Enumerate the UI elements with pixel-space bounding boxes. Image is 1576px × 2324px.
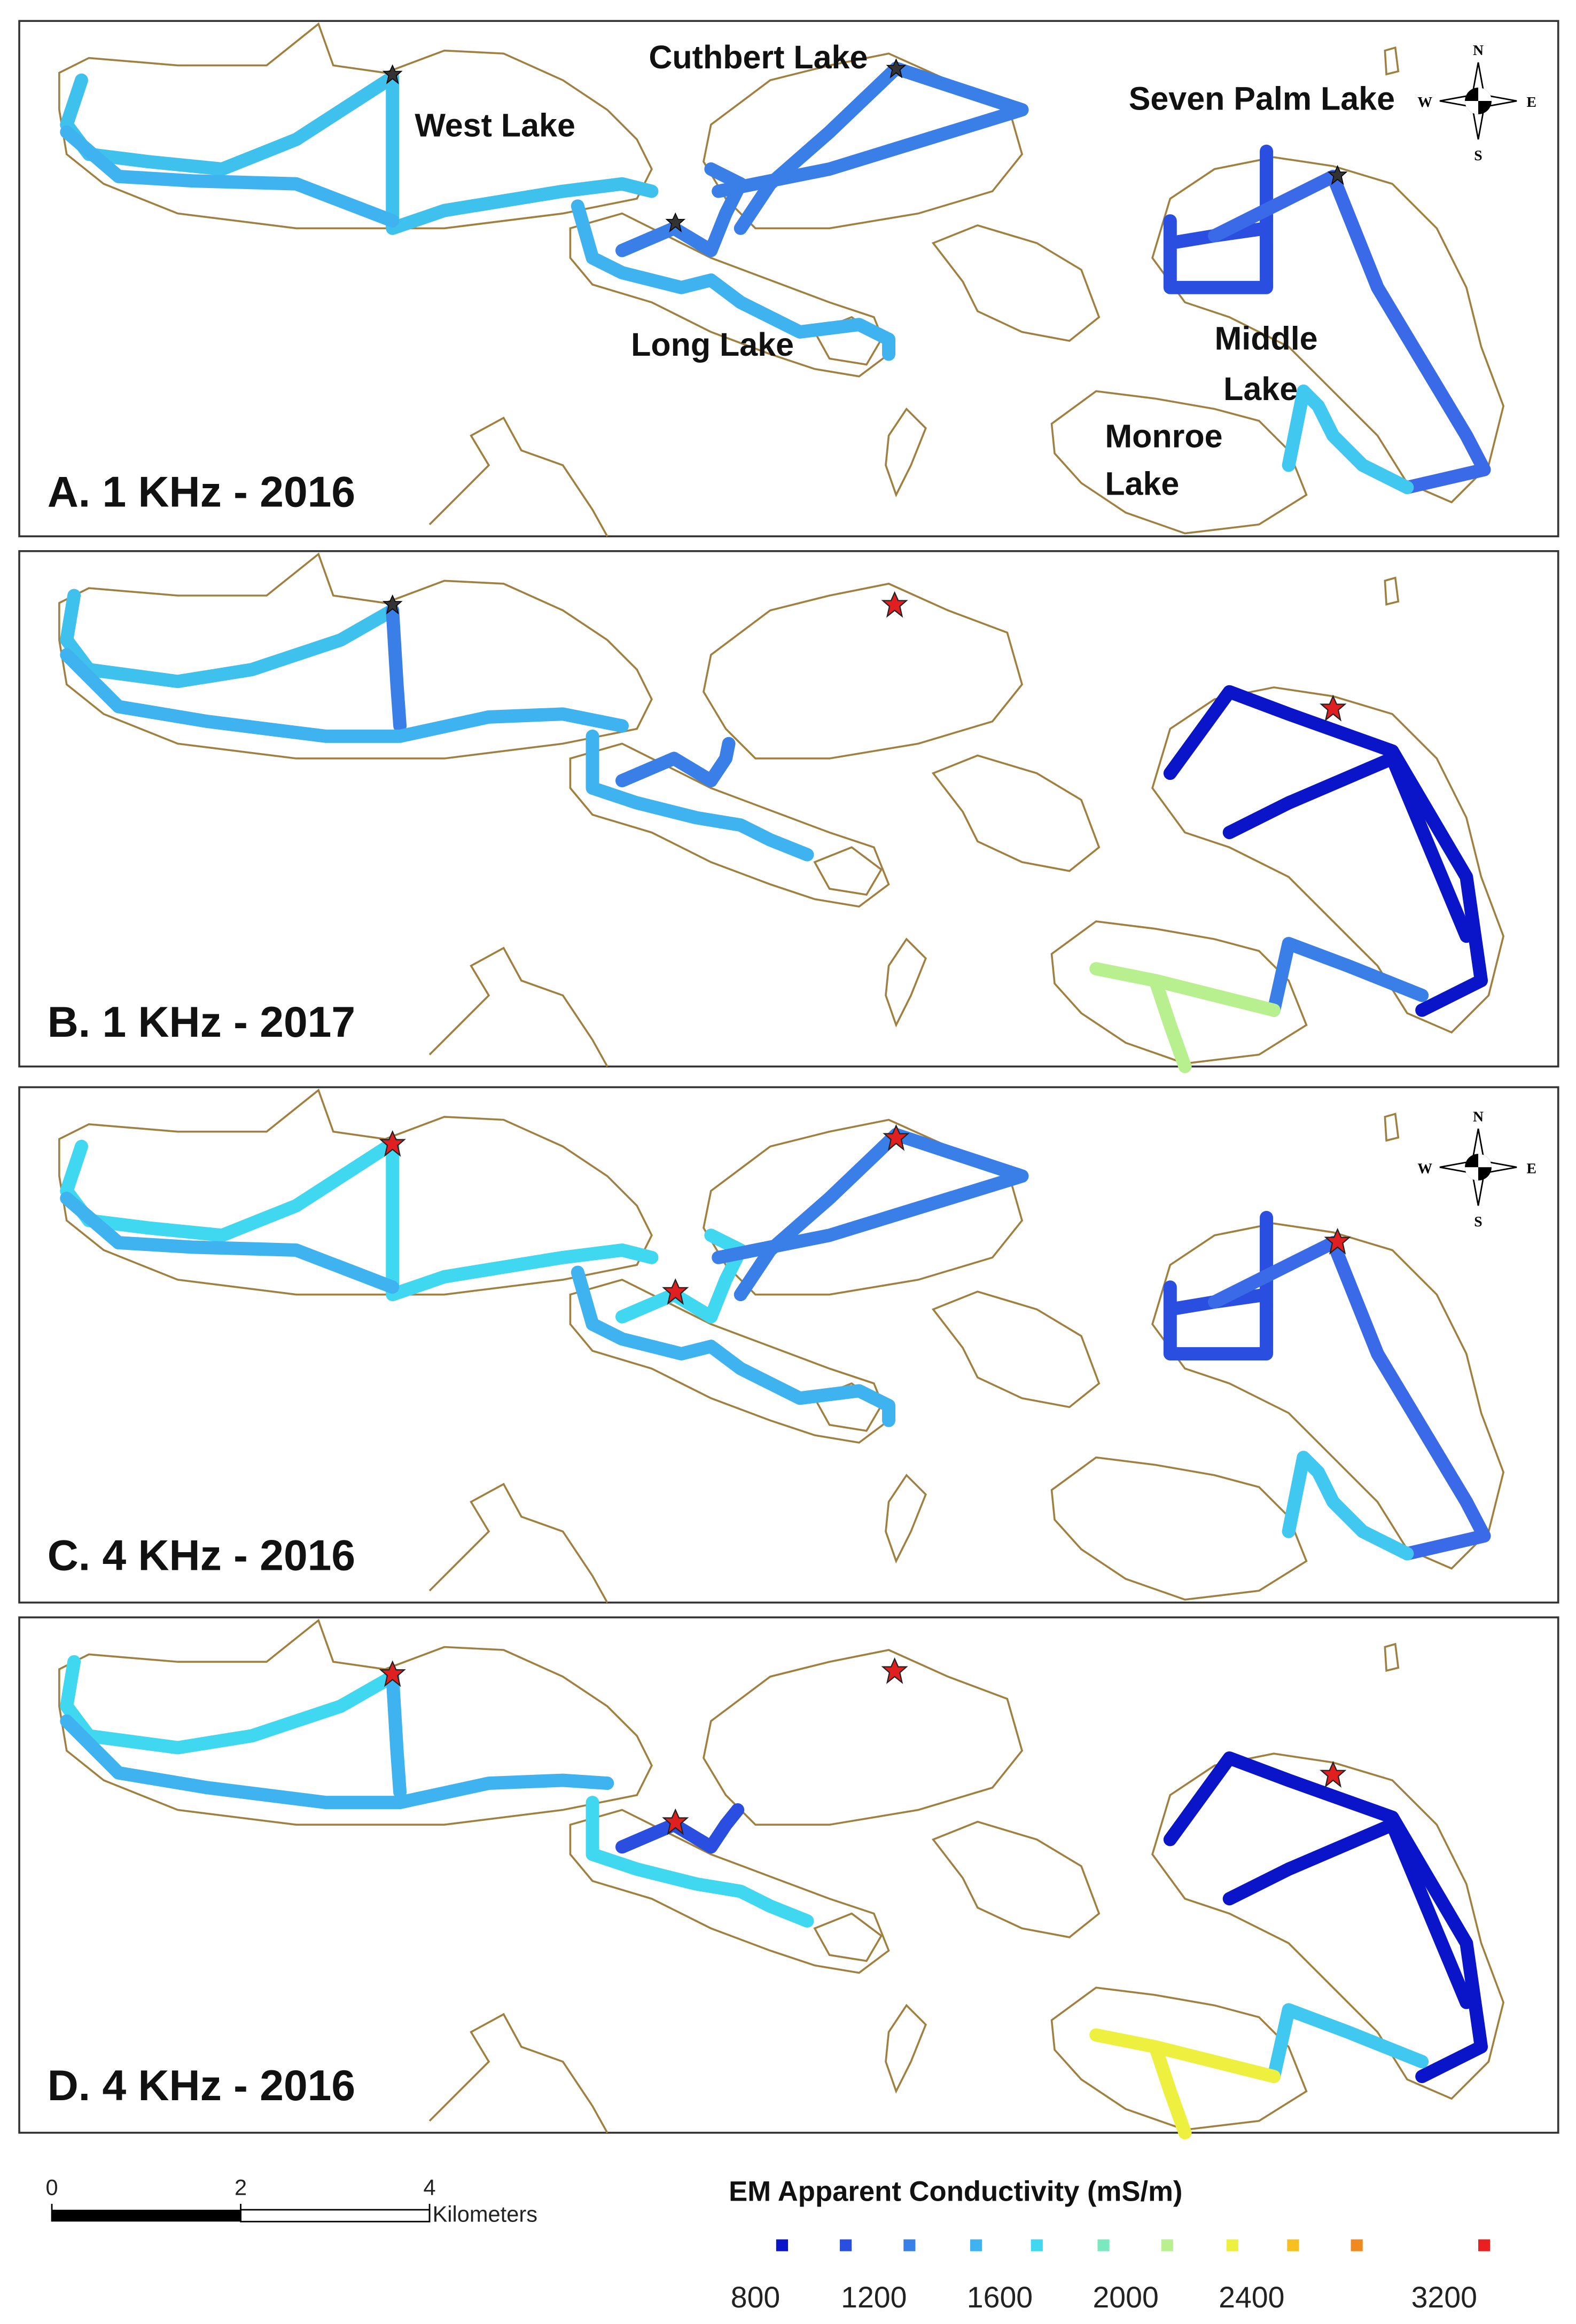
panel-label: C. 4 KHz - 2016 (48, 1531, 355, 1579)
compass-n: N (1473, 42, 1484, 58)
panel-frame (18, 1616, 1559, 2134)
compass-w: W (1417, 93, 1432, 110)
lake-label: Cuthbert Lake (649, 39, 868, 75)
legend-tick-label: 1600 (967, 2281, 1033, 2314)
panel-a: West Lake Cuthbert Lake Long Lake Seven … (18, 20, 1559, 537)
panel-label: A. 1 KHz - 2016 (48, 468, 355, 517)
compass-e: E (1527, 1160, 1537, 1176)
compass-e: E (1527, 93, 1537, 110)
legend-swatch (1226, 2239, 1238, 2251)
legend-tick-label: 1200 (841, 2281, 907, 2314)
panel-frame (18, 1086, 1559, 1604)
compass-w: W (1417, 1160, 1432, 1176)
lake-label: Middle (1214, 320, 1317, 357)
legend-swatch (1478, 2239, 1491, 2251)
lake-label: Seven Palm Lake (1129, 81, 1395, 117)
scale-unit: Kilometers (433, 2201, 537, 2226)
lake-label: Long Lake (631, 326, 794, 363)
legend-swatch (1161, 2239, 1173, 2251)
panel-frame (18, 550, 1559, 1068)
lake-label: Lake (1223, 371, 1298, 407)
compass-s: S (1474, 1213, 1482, 1230)
scale-segment (52, 2210, 241, 2222)
legend-swatch (776, 2239, 788, 2251)
scale-tick-label: 2 (235, 2174, 247, 2200)
lake-label: Monroe (1105, 418, 1222, 455)
scale-segment (240, 2209, 431, 2223)
scale-tick-label: 4 (423, 2174, 435, 2200)
legend-swatch (1097, 2239, 1110, 2251)
panel-frame (18, 20, 1559, 537)
legend-swatch (1287, 2239, 1299, 2251)
compass-n: N (1473, 1108, 1484, 1124)
scale-tick-label: 0 (45, 2174, 58, 2200)
compass: N S W E (1417, 42, 1536, 163)
lake-label: Lake (1105, 465, 1179, 502)
legend-tick-label: 3200 (1411, 2281, 1477, 2314)
legend-tick-label: 2000 (1093, 2281, 1158, 2314)
lake-label: West Lake (415, 107, 575, 144)
panel-label: B. 1 KHz - 2017 (48, 998, 355, 1046)
legend-swatch (1031, 2239, 1043, 2251)
legend-tick-label: 2400 (1219, 2281, 1284, 2314)
panel-b: B. 1 KHz - 2017 (18, 550, 1559, 1074)
legend-swatch (1351, 2239, 1363, 2251)
panel-label: D. 4 KHz - 2016 (48, 2062, 355, 2110)
compass: N S W E (1417, 1108, 1536, 1230)
legend-swatch (970, 2239, 982, 2251)
compass-s: S (1474, 147, 1482, 163)
survey-tracks (60, 1655, 1488, 2140)
legend-swatch (840, 2239, 852, 2251)
legend-tick-label: 800 (731, 2281, 780, 2314)
legend-swatch (903, 2239, 916, 2251)
legend: EM Apparent Conductivity (mS/m) 800 1200 1… (729, 2176, 1491, 2314)
survey-tracks (60, 589, 1488, 1074)
legend-title: EM Apparent Conductivity (mS/m) (729, 2176, 1182, 2207)
panel-c: N S W E C. 4 KHz - 2016 (18, 1086, 1559, 1604)
panel-d: D. 4 KHz - 2016 (18, 1616, 1559, 2140)
